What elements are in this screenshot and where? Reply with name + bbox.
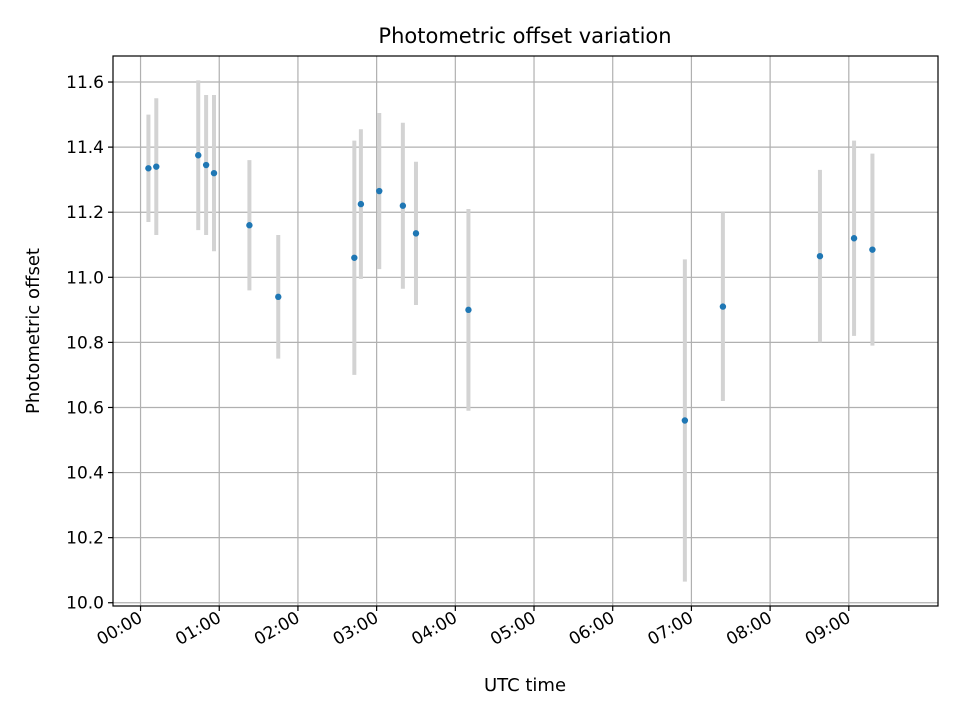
data-point xyxy=(357,200,365,208)
y-tick-label: 10.0 xyxy=(66,594,104,614)
y-tick-label: 11.0 xyxy=(66,268,104,288)
data-point xyxy=(681,417,689,424)
y-tick-label: 10.4 xyxy=(66,464,104,484)
data-point xyxy=(719,303,727,310)
data-point xyxy=(195,152,202,159)
data-point xyxy=(202,161,210,169)
data-point xyxy=(816,252,824,260)
data-points xyxy=(145,152,876,424)
data-point xyxy=(153,163,160,170)
y-tick-label: 11.2 xyxy=(66,203,104,223)
chart-title: Photometric offset variation xyxy=(378,24,671,48)
data-point xyxy=(869,246,876,253)
data-point xyxy=(210,169,218,177)
y-tick-label: 11.4 xyxy=(66,138,104,158)
data-point xyxy=(145,165,152,172)
data-point xyxy=(376,187,383,195)
data-point xyxy=(246,222,253,229)
data-point xyxy=(412,230,420,237)
data-point xyxy=(351,254,358,261)
y-axis-label: Photometric offset xyxy=(23,248,44,414)
data-point xyxy=(399,202,407,209)
data-point xyxy=(850,235,858,242)
data-point xyxy=(275,293,282,301)
y-tick-label: 11.6 xyxy=(66,73,104,93)
x-axis-label: UTC time xyxy=(484,675,566,696)
y-tick-label: 10.8 xyxy=(66,333,104,353)
plot-area-frame xyxy=(112,55,939,607)
y-tick-label: 10.2 xyxy=(66,529,104,549)
y-tick-label: 10.6 xyxy=(66,398,104,418)
data-point xyxy=(465,306,472,314)
